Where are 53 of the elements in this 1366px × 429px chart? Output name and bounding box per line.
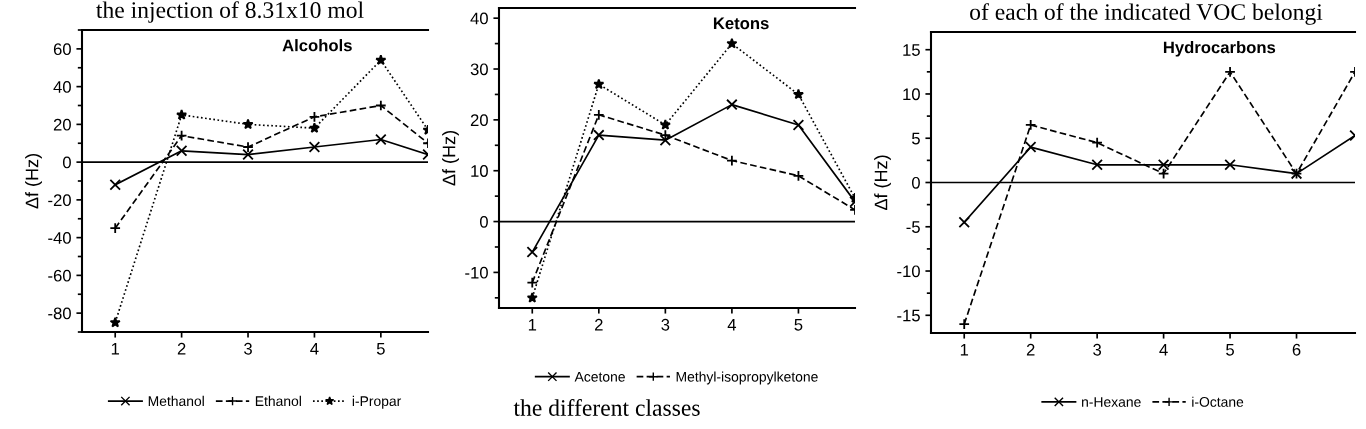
x-tick-label: 1: [960, 344, 969, 356]
x-tick-label: 5: [794, 319, 803, 331]
legend-label: Methyl-isopropylketone: [676, 371, 818, 385]
y-tick-label: 40: [53, 81, 71, 93]
y-tick-label: 40: [470, 12, 488, 25]
y-tick-label: 15: [903, 44, 920, 56]
x-tick-label: 5: [1226, 344, 1234, 356]
chart-title: Ketons: [713, 17, 769, 30]
y-axis-title: Δf (Hz): [25, 154, 42, 209]
text: the injection of 8.31x10 mol: [96, 1, 364, 23]
y-tick-label: 20: [53, 118, 71, 131]
legend-label: Methanol: [148, 395, 204, 407]
y-tick-label: -20: [48, 194, 71, 207]
y-tick-label: 0: [62, 156, 71, 169]
y-axis-title: Δf (Hz): [874, 155, 891, 211]
y-tick-label: -5: [906, 221, 920, 233]
x-tick-label: 2: [595, 318, 603, 331]
x-tick-label: 3: [661, 318, 670, 331]
y-tick-label: -60: [48, 269, 71, 282]
x-tick-label: 1: [111, 343, 120, 355]
y-axis-title: Δf (Hz): [442, 131, 459, 186]
text: of each of the indicated VOC belongi: [970, 3, 1323, 25]
x-tick-label: 2: [1026, 343, 1035, 356]
x-tick-label: 6: [1292, 343, 1301, 356]
x-tick-label: 4: [310, 343, 319, 355]
text: Hydrocarbons: [1163, 41, 1276, 57]
x-tick-label: 4: [727, 319, 737, 331]
x-tick-label: 3: [1093, 343, 1102, 356]
legend-label: n-Hexane: [1082, 397, 1141, 407]
x-tick-label: 4: [1159, 344, 1168, 356]
legend-label: Acetone: [574, 372, 625, 382]
y-tick-label: -15: [897, 309, 920, 322]
x-tick-label: 5: [376, 343, 385, 355]
y-tick-label: 30: [470, 63, 488, 76]
y-tick-label: -10: [897, 265, 920, 278]
y-tick-label: 20: [470, 114, 488, 127]
x-tick-label: 2: [177, 342, 186, 355]
y-tick-label: 10: [471, 165, 488, 177]
legend-label: i-Propar: [352, 395, 402, 409]
legend-label: i-Octane: [1192, 396, 1244, 407]
x-tick-label: 1: [528, 319, 537, 331]
y-tick-label: 0: [911, 176, 920, 189]
y-tick-label: 0: [479, 215, 488, 228]
legend-label: Ethanol: [255, 395, 301, 407]
y-tick-label: 60: [53, 43, 71, 56]
y-tick-label: -10: [465, 266, 488, 279]
text: the different classes: [513, 399, 700, 416]
y-tick-label: -40: [48, 232, 71, 244]
x-tick-label: 3: [244, 342, 252, 355]
chart-title: Alcohols: [282, 39, 352, 52]
y-tick-label: 5: [911, 132, 920, 145]
y-tick-label: -80: [48, 307, 71, 320]
y-tick-label: 10: [903, 88, 920, 101]
